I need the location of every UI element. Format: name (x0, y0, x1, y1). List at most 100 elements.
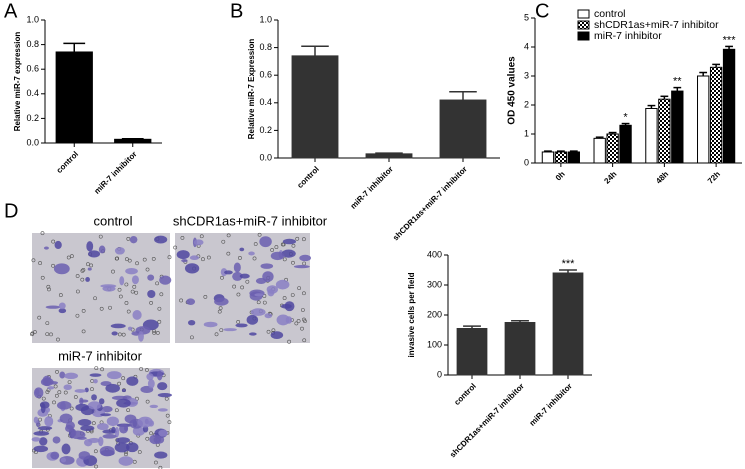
cell (77, 419, 92, 427)
cell (80, 425, 95, 432)
cell (60, 457, 67, 463)
significance: *** (562, 258, 576, 270)
pore (297, 286, 302, 290)
pore (66, 255, 71, 260)
bar (504, 322, 536, 376)
error-bar (647, 104, 656, 109)
pore (75, 289, 80, 294)
pore (111, 269, 115, 274)
cell (85, 277, 90, 282)
pore (56, 337, 60, 342)
legend-swatch (577, 31, 590, 41)
cell (250, 308, 266, 316)
pore (132, 459, 137, 464)
error-bar (569, 150, 578, 152)
error-bar (544, 150, 552, 152)
pore (145, 399, 150, 404)
cell (154, 451, 168, 459)
pore (157, 319, 162, 324)
error-bar (725, 45, 733, 50)
pore (214, 332, 219, 337)
pore (73, 395, 78, 399)
cell (115, 437, 130, 444)
cell (100, 413, 111, 417)
y-axis-label: Relative miR-7 Expression (247, 39, 256, 140)
y-tick-label: 0.2 (26, 113, 39, 123)
y-axis-label: Relative miR-7 expression (13, 32, 22, 132)
cell (39, 437, 48, 446)
pore (94, 366, 99, 371)
cell (106, 416, 119, 427)
cell (78, 451, 91, 460)
y-tick-label: 0 (437, 369, 442, 379)
pore (117, 287, 122, 292)
cell (125, 267, 138, 275)
error-bar (556, 150, 565, 152)
pore (121, 376, 126, 381)
cell (259, 236, 272, 248)
cell (282, 238, 297, 245)
y-tick-label: 1.0 (26, 14, 39, 24)
bar (619, 124, 632, 164)
panel-letter: C (535, 0, 549, 22)
pore (173, 245, 178, 250)
cell (50, 451, 60, 460)
cell (223, 328, 237, 332)
pore (282, 296, 287, 300)
pore (301, 237, 306, 242)
cell (86, 241, 94, 252)
cell (235, 323, 248, 328)
cell (132, 426, 145, 436)
x-tick-label: miR-7 inhibitor (92, 150, 138, 196)
cell (233, 262, 241, 273)
cell (100, 284, 117, 288)
cell (214, 297, 229, 306)
pore (47, 287, 51, 292)
legend-swatch (577, 20, 590, 30)
y-tick-label: 0.0 (26, 137, 39, 147)
pore (270, 248, 275, 252)
pore (89, 263, 94, 268)
bar (456, 328, 488, 376)
cell (106, 371, 122, 380)
cell (203, 321, 218, 328)
cell (118, 456, 134, 466)
pore (53, 384, 58, 389)
error-bar (559, 269, 577, 273)
pore (291, 260, 295, 265)
error-bar (621, 122, 630, 126)
pore (151, 256, 156, 261)
pore (300, 326, 304, 331)
cell (89, 373, 102, 377)
pore (256, 300, 261, 305)
error-bar (375, 152, 403, 154)
pore (240, 285, 244, 290)
cell (116, 398, 131, 408)
error-bar (712, 63, 721, 68)
y-tick-label: 0.6 (259, 70, 272, 80)
y-tick-label: 0.0 (259, 152, 272, 162)
cell (270, 331, 284, 340)
bar (541, 151, 555, 164)
pore (236, 292, 241, 297)
pore (199, 234, 204, 239)
cell (126, 442, 139, 453)
pore (132, 284, 137, 289)
pore (49, 332, 53, 337)
legend-label: shCDR1as+miR-7 inhibitor (594, 19, 719, 31)
bar (671, 90, 684, 164)
cell (59, 371, 66, 379)
cell (158, 429, 168, 437)
cell (43, 246, 49, 250)
error-bar (673, 86, 682, 92)
significance: *** (723, 34, 737, 46)
panel-letter: D (4, 200, 18, 222)
x-tick-label: control (55, 150, 81, 176)
pore (287, 339, 291, 344)
y-axis-label: invasive cells per field (407, 272, 416, 357)
cell (255, 277, 267, 285)
cell (246, 314, 259, 325)
bar (114, 138, 152, 144)
cell (64, 372, 79, 380)
pore (124, 257, 129, 262)
